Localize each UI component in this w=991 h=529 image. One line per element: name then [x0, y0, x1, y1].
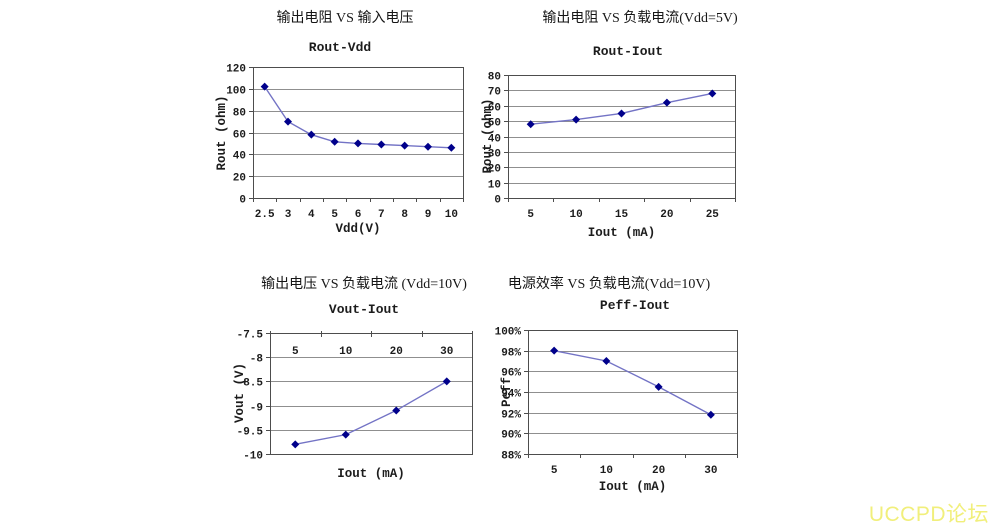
svg-text:5: 5	[551, 465, 558, 477]
svg-text:120: 120	[226, 64, 246, 76]
chart-rout-iout: 输出电阻 VS 负载电流(Vdd=5V) Rout-Iout Rout (ohm…	[478, 5, 778, 250]
svg-text:88%: 88%	[501, 451, 521, 463]
x-axis-label: Vdd(V)	[335, 222, 381, 236]
svg-text:20: 20	[390, 346, 403, 358]
svg-text:96%: 96%	[501, 368, 521, 380]
svg-text:10: 10	[339, 346, 352, 358]
svg-text:40: 40	[488, 134, 501, 146]
svg-text:98%: 98%	[501, 348, 521, 360]
svg-text:60: 60	[488, 103, 501, 115]
svg-text:-10: -10	[243, 451, 263, 463]
svg-text:-7.5: -7.5	[237, 330, 264, 342]
svg-text:-9: -9	[250, 403, 263, 415]
svg-text:0: 0	[494, 195, 501, 207]
svg-text:92%: 92%	[501, 410, 521, 422]
svg-text:20: 20	[660, 209, 673, 221]
svg-text:100%: 100%	[495, 327, 522, 339]
svg-text:30: 30	[488, 149, 501, 161]
plot-area: 100% 98% 96% 94% 92% 90% 88% 5 10 20 30	[495, 327, 739, 477]
chart-peff-iout: 电源效率 VS 负载电流(Vdd=10V) Peff-Iout Peff Iou…	[459, 270, 759, 505]
svg-text:80: 80	[488, 72, 501, 84]
plot-area: 120 100 80 60 40 20 0 2.5 3 4 5 6 7 8 9 10	[226, 64, 465, 221]
svg-text:-8.5: -8.5	[237, 378, 264, 390]
svg-text:9: 9	[425, 209, 432, 221]
svg-text:0: 0	[239, 195, 246, 207]
chart-heading: 输出电阻 VS 输入电压	[276, 11, 414, 26]
svg-text:8: 8	[401, 209, 408, 221]
plot-area: 80 70 60 50 40 30 20 10 0 5 10 15 20 25	[488, 72, 737, 221]
x-axis-label: Iout (mA)	[337, 467, 405, 481]
svg-text:60: 60	[233, 130, 246, 142]
svg-text:7: 7	[378, 209, 385, 221]
svg-text:10: 10	[445, 209, 458, 221]
svg-text:94%: 94%	[501, 389, 521, 401]
x-axis-label: Iout (mA)	[587, 226, 656, 240]
svg-text:5: 5	[527, 209, 534, 221]
svg-text:10: 10	[600, 465, 613, 477]
svg-text:80: 80	[233, 108, 246, 120]
svg-text:-8: -8	[250, 354, 264, 366]
svg-text:70: 70	[488, 87, 501, 99]
svg-text:90%: 90%	[501, 430, 521, 442]
svg-text:100: 100	[226, 86, 246, 98]
chart-title: Rout-Vdd	[308, 40, 372, 55]
chart-vout-iout: 输出电压 VS 负载电流 (Vdd=10V) Vout-Iout Vout (V…	[211, 270, 511, 485]
svg-text:20: 20	[652, 465, 665, 477]
svg-text:50: 50	[488, 118, 501, 130]
chart-title: Peff-Iout	[599, 298, 671, 313]
svg-text:25: 25	[706, 209, 720, 221]
svg-text:20: 20	[233, 173, 246, 185]
svg-text:3: 3	[285, 209, 292, 221]
svg-text:15: 15	[615, 209, 629, 221]
x-axis-label: Iout (mA)	[598, 480, 667, 494]
svg-text:20: 20	[488, 164, 501, 176]
chart-rout-vdd: 输出电阻 VS 输入电压 Rout-Vdd Rout (ohm) Vdd(V) …	[195, 5, 495, 250]
svg-text:5: 5	[292, 346, 299, 358]
chart-heading: 电源效率 VS 负载电流(Vdd=10V)	[507, 277, 711, 292]
watermark-text: UCCPD论坛	[868, 503, 989, 526]
svg-text:6: 6	[355, 209, 362, 221]
svg-text:5: 5	[331, 209, 338, 221]
svg-text:4: 4	[308, 209, 315, 221]
svg-text:-9.5: -9.5	[237, 427, 264, 439]
chart-title: Rout-Iout	[592, 44, 664, 59]
chart-heading: 输出电压 VS 负载电流 (Vdd=10V)	[261, 277, 467, 292]
svg-text:10: 10	[569, 209, 582, 221]
svg-text:30: 30	[440, 346, 453, 358]
chart-title: Vout-Iout	[328, 302, 400, 317]
chart-heading: 输出电阻 VS 负载电流(Vdd=5V)	[542, 11, 738, 26]
svg-text:10: 10	[488, 180, 501, 192]
svg-text:40: 40	[233, 151, 246, 163]
svg-text:30: 30	[704, 465, 717, 477]
plot-area: -7.5 -8 -8.5 -9 -9.5 -10 5 10 20 30	[237, 330, 474, 463]
svg-text:2.5: 2.5	[255, 209, 275, 221]
